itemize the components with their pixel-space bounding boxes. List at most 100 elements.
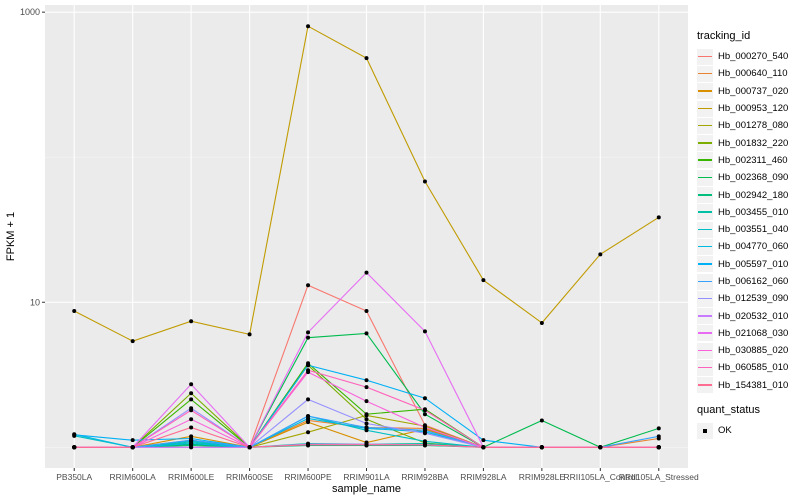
legend-item: Hb_012539_090 bbox=[697, 290, 788, 307]
line-key-icon bbox=[697, 325, 713, 342]
legend-item: Hb_006162_060 bbox=[697, 273, 788, 290]
data-point bbox=[364, 442, 369, 447]
data-point bbox=[247, 332, 252, 337]
line-key-icon bbox=[697, 152, 713, 169]
line-key-icon bbox=[697, 169, 713, 186]
data-point bbox=[189, 445, 194, 450]
quant-status-legend: quant_status OK bbox=[697, 404, 760, 439]
data-point bbox=[598, 445, 603, 450]
data-point bbox=[656, 445, 661, 450]
data-point bbox=[656, 426, 661, 431]
data-point bbox=[72, 309, 77, 314]
data-point bbox=[422, 412, 427, 417]
legend-item: Hb_154381_010 bbox=[697, 377, 788, 394]
legend-item: Hb_002311_460 bbox=[697, 152, 788, 169]
point-key-icon bbox=[697, 422, 713, 439]
data-point bbox=[481, 278, 486, 283]
y-tick-label: 1000 bbox=[20, 7, 40, 17]
line-key-icon bbox=[697, 273, 713, 290]
legend-item: Hb_000640_110 bbox=[697, 65, 788, 82]
legend-item: Hb_003551_040 bbox=[697, 221, 788, 238]
line-key-icon bbox=[697, 135, 713, 152]
line-key-icon bbox=[697, 221, 713, 238]
data-point bbox=[306, 430, 311, 435]
data-point bbox=[656, 434, 661, 439]
x-tick-label: RRIM600PE bbox=[284, 472, 332, 482]
data-point bbox=[189, 397, 194, 402]
data-point bbox=[72, 432, 77, 437]
data-point bbox=[306, 24, 311, 29]
data-point bbox=[422, 408, 427, 413]
x-tick-label: RRIM928BA bbox=[401, 472, 449, 482]
x-tick-label: RRIM928LA bbox=[460, 472, 507, 482]
x-tick-label: RRII105LA_Control bbox=[563, 472, 637, 482]
line-key-icon bbox=[697, 359, 713, 376]
data-point bbox=[364, 399, 369, 404]
legend-item: Hb_000737_020 bbox=[697, 83, 788, 100]
legend-label: Hb_012539_090 bbox=[718, 293, 789, 305]
data-point bbox=[364, 378, 369, 383]
data-point bbox=[422, 428, 427, 433]
legend-item: Hb_021068_030 bbox=[697, 325, 788, 342]
legend-item: Hb_000953_120 bbox=[697, 100, 788, 117]
legend-item: Hb_060585_010 bbox=[697, 359, 788, 376]
data-point bbox=[364, 421, 369, 426]
legend-label: Hb_002311_460 bbox=[718, 154, 788, 166]
y-axis-label: FPKM + 1 bbox=[5, 212, 17, 261]
legend-title: tracking_id bbox=[697, 30, 751, 42]
data-point bbox=[539, 445, 544, 450]
legend-label: Hb_021068_030 bbox=[718, 327, 789, 339]
legend-label: Hb_006162_060 bbox=[718, 276, 789, 287]
x-tick-label: RRIM600LA bbox=[110, 472, 157, 482]
data-point bbox=[364, 56, 369, 61]
legend-item: Hb_000270_540 bbox=[697, 48, 788, 65]
data-point bbox=[189, 391, 194, 396]
data-point bbox=[189, 319, 194, 324]
data-point bbox=[130, 438, 135, 443]
x-axis-label: sample_name bbox=[332, 483, 401, 495]
data-point bbox=[72, 445, 77, 450]
legend-label: Hb_003455_010 bbox=[718, 206, 789, 218]
x-tick-label: RRIM901LA bbox=[343, 472, 390, 482]
legend-label: Hb_000953_120 bbox=[718, 103, 789, 115]
x-tick-label: RRIM600LE bbox=[168, 472, 215, 482]
legend-label: Hb_001278_080 bbox=[718, 120, 789, 132]
data-point bbox=[364, 425, 369, 430]
data-point bbox=[130, 339, 135, 344]
legend-item: Hb_001278_080 bbox=[697, 117, 788, 134]
legend-label: Hb_003551_040 bbox=[718, 224, 789, 236]
legend-label: Hb_002942_180 bbox=[718, 189, 789, 201]
data-point bbox=[306, 397, 311, 402]
legend-item: Hb_002368_090 bbox=[697, 169, 788, 186]
line-key-icon bbox=[697, 256, 713, 273]
legend-item: Hb_030885_020 bbox=[697, 342, 788, 359]
data-point bbox=[189, 417, 194, 422]
legend-item: Hb_003455_010 bbox=[697, 204, 788, 221]
data-point bbox=[306, 283, 311, 288]
line-key-icon bbox=[697, 100, 713, 117]
data-point bbox=[306, 414, 311, 419]
legend-label: Hb_000640_110 bbox=[718, 68, 788, 80]
data-point bbox=[189, 408, 194, 413]
data-point bbox=[481, 445, 486, 450]
data-point bbox=[306, 330, 311, 335]
data-point bbox=[306, 420, 311, 425]
data-point bbox=[539, 320, 544, 325]
legend-label: Hb_000270_540 bbox=[718, 51, 789, 63]
x-tick-label: RRIM600SE bbox=[226, 472, 274, 482]
data-point bbox=[189, 425, 194, 430]
line-key-icon bbox=[697, 187, 713, 204]
legend-label: Hb_030885_020 bbox=[718, 345, 789, 357]
data-point bbox=[306, 363, 311, 368]
line-key-icon bbox=[697, 377, 713, 394]
line-key-icon bbox=[697, 83, 713, 100]
line-key-icon bbox=[697, 308, 713, 325]
data-point bbox=[598, 252, 603, 257]
line-key-icon bbox=[697, 117, 713, 134]
y-tick-label: 10 bbox=[30, 297, 40, 307]
line-key-icon bbox=[697, 290, 713, 307]
data-point bbox=[364, 270, 369, 275]
line-key-icon bbox=[697, 48, 713, 65]
line-key-icon bbox=[697, 204, 713, 221]
legend-item: Hb_004770_060 bbox=[697, 238, 788, 255]
